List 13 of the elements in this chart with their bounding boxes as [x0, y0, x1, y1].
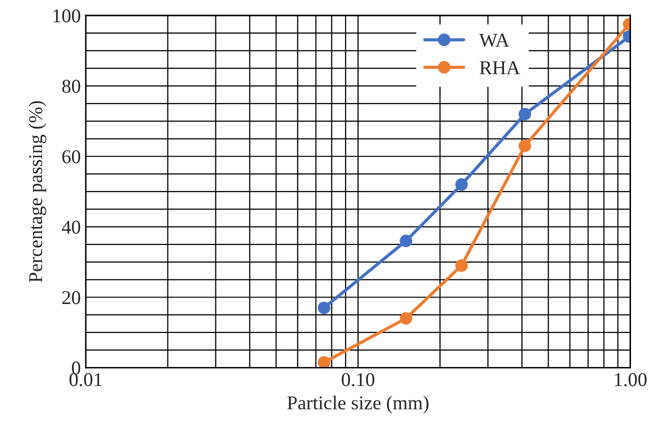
x-axis-title: Particle size (mm)	[287, 396, 428, 414]
legend-label: RHA	[480, 61, 520, 74]
legend-label: WA	[479, 34, 510, 47]
x-tick-label: 1.00	[614, 373, 647, 386]
x-tick-label: 0.10	[342, 373, 374, 386]
y-tick-label: 0	[72, 362, 80, 375]
y-axis-title: Percentage passing (%)	[28, 101, 46, 282]
y-tick-label: 100	[53, 9, 80, 22]
y-tick-label: 80	[62, 80, 80, 93]
y-tick-label: 60	[62, 150, 80, 164]
x-tick-label: 0.01	[70, 373, 102, 386]
y-tick-label: 20	[62, 291, 80, 304]
y-tick-label: 40	[62, 220, 80, 234]
